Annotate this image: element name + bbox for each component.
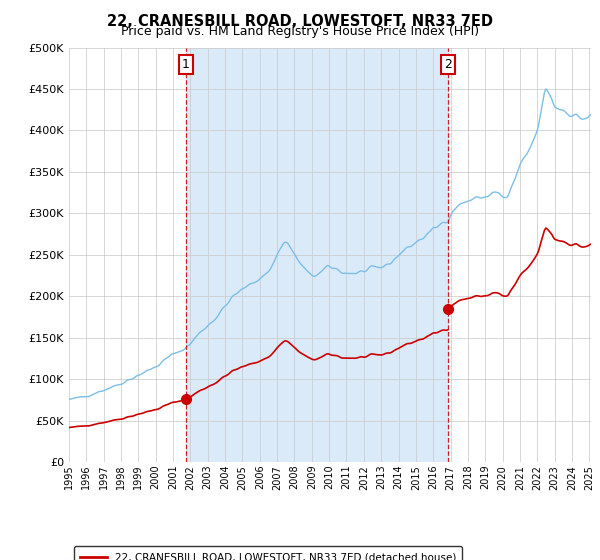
Legend: 22, CRANESBILL ROAD, LOWESTOFT, NR33 7ED (detached house), HPI: Average price, d: 22, CRANESBILL ROAD, LOWESTOFT, NR33 7ED… xyxy=(74,546,463,560)
Text: 22, CRANESBILL ROAD, LOWESTOFT, NR33 7ED: 22, CRANESBILL ROAD, LOWESTOFT, NR33 7ED xyxy=(107,14,493,29)
Text: 1: 1 xyxy=(182,58,190,71)
Text: 2: 2 xyxy=(445,58,452,71)
Text: Price paid vs. HM Land Registry's House Price Index (HPI): Price paid vs. HM Land Registry's House … xyxy=(121,25,479,38)
Bar xyxy=(186,48,448,462)
